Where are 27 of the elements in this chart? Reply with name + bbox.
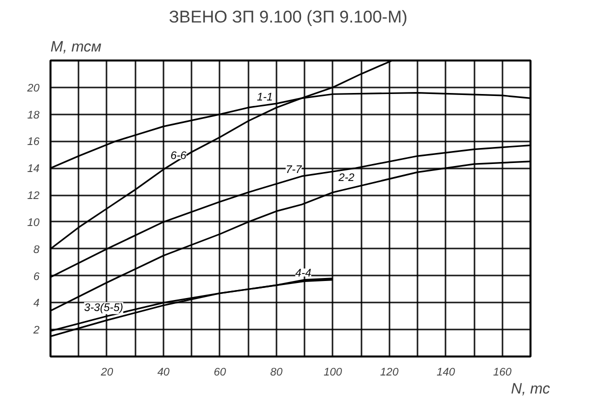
series-label: 6-6 — [170, 150, 188, 162]
y-tick-label: 14 — [27, 163, 40, 176]
series-label: 1-1 — [256, 91, 273, 104]
series-label: 2-2 — [338, 172, 354, 184]
chart-title: ЗВЕНО ЗП 9.100 (ЗП 9.100-М) — [168, 8, 408, 26]
y-tick-label: 18 — [27, 109, 40, 122]
x-axis-title: N, тс — [511, 380, 550, 398]
series-label: 7-7 — [286, 164, 302, 176]
y-axis-title: M, тсм — [50, 38, 102, 56]
series-label: 3-3(5-5) — [84, 302, 124, 314]
y-tick-label: 6 — [33, 270, 40, 283]
y-tick-label: 8 — [33, 244, 40, 256]
y-tick-label: 20 — [26, 82, 40, 94]
y-tick-label: 12 — [27, 190, 40, 202]
x-tick-label: 20 — [100, 366, 114, 378]
x-tick-label: 40 — [157, 366, 170, 378]
series-label: 4-4 — [295, 267, 312, 280]
x-tick-label: 120 — [380, 366, 400, 378]
x-tick-label: 80 — [270, 366, 284, 378]
y-tick-label: 4 — [33, 298, 40, 310]
y-tick-label: 16 — [27, 136, 40, 148]
y-tick-label: 2 — [32, 324, 40, 337]
x-tick-label: 60 — [214, 366, 227, 378]
y-tick-label: 10 — [27, 216, 40, 229]
x-tick-label: 140 — [436, 366, 456, 378]
x-tick-label: 160 — [493, 366, 512, 378]
x-tick-label: 100 — [324, 366, 343, 378]
